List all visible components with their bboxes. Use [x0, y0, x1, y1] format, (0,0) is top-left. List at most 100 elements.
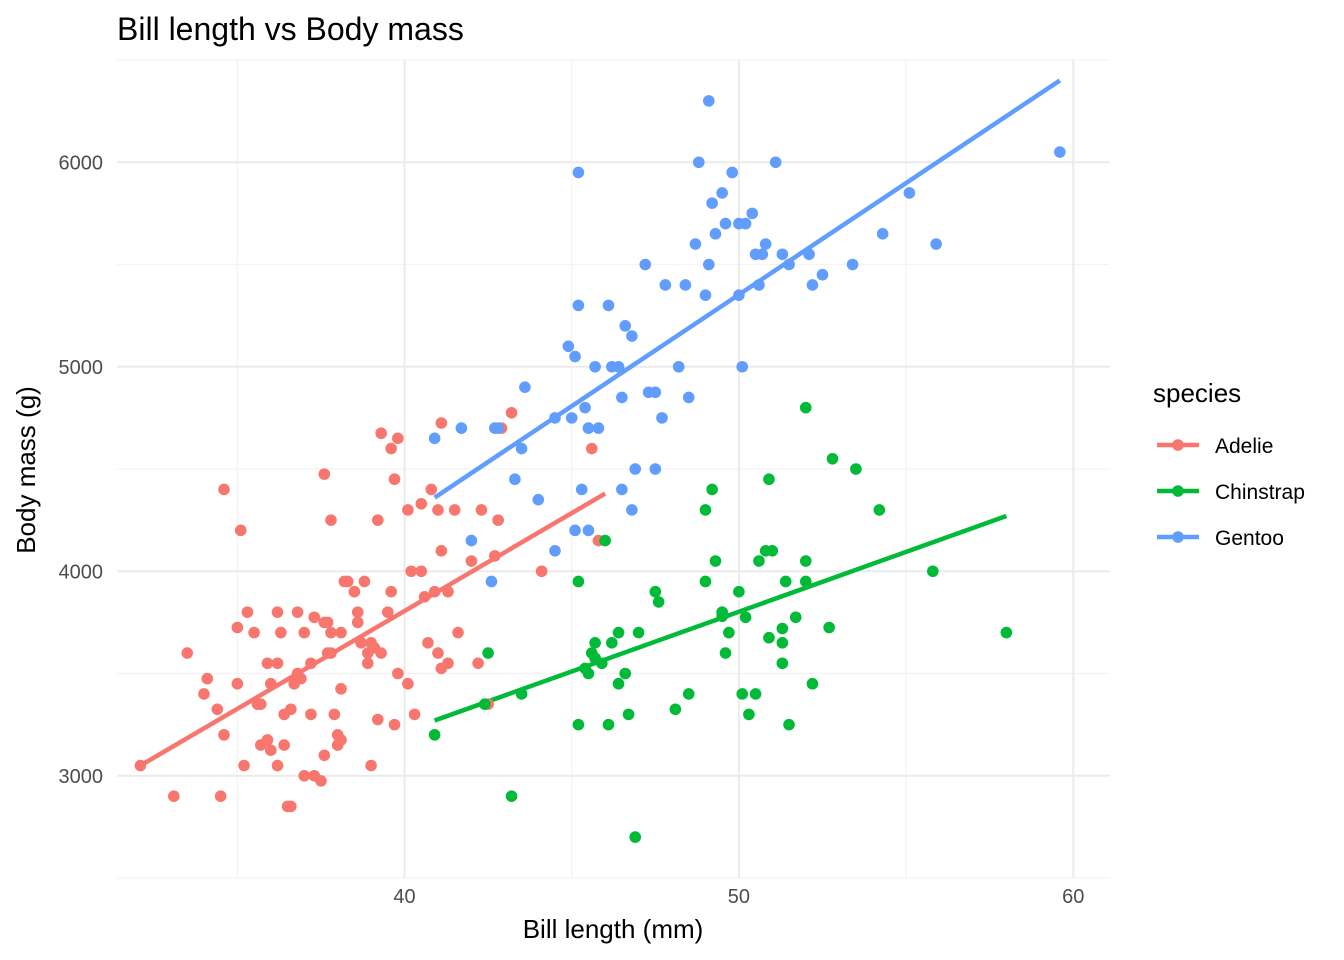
data-point-gentoo [904, 187, 916, 199]
data-point-chinstrap [800, 555, 812, 567]
data-point-gentoo [589, 361, 601, 373]
data-point-adelie [466, 555, 478, 567]
legend-point-adelie [1172, 439, 1184, 451]
chart-title: Bill length vs Body mass [117, 11, 464, 47]
data-point-chinstrap [479, 698, 491, 710]
data-point-gentoo [930, 238, 942, 250]
data-point-adelie [452, 627, 464, 639]
data-point-gentoo [760, 238, 772, 250]
data-point-adelie [436, 417, 448, 429]
data-point-adelie [212, 703, 224, 715]
data-point-chinstrap [629, 831, 641, 843]
data-point-gentoo [726, 167, 738, 179]
data-point-adelie [402, 678, 414, 690]
data-point-chinstrap [583, 668, 595, 680]
data-point-gentoo [486, 576, 498, 588]
data-point-adelie [265, 678, 277, 690]
data-point-adelie [232, 622, 244, 634]
data-point-adelie [492, 514, 504, 526]
data-point-adelie [325, 514, 337, 526]
data-point-gentoo [756, 248, 768, 260]
data-point-gentoo [877, 228, 889, 240]
data-point-gentoo [683, 392, 695, 404]
data-point-gentoo [803, 248, 815, 260]
data-point-gentoo [519, 381, 531, 393]
data-point-adelie [262, 657, 274, 669]
data-point-adelie [278, 739, 290, 751]
data-point-gentoo [710, 228, 722, 240]
data-point-adelie [419, 591, 431, 603]
x-tick-label: 50 [728, 886, 750, 908]
data-point-adelie [255, 698, 267, 710]
data-point-gentoo [569, 525, 581, 537]
data-point-adelie [365, 760, 377, 772]
data-point-chinstrap [850, 463, 862, 475]
data-point-gentoo [629, 463, 641, 475]
data-point-adelie [218, 729, 230, 741]
data-point-chinstrap [623, 709, 635, 721]
data-point-adelie [238, 760, 250, 772]
data-point-gentoo [817, 269, 829, 281]
data-point-gentoo [783, 259, 795, 271]
data-point-chinstrap [619, 668, 631, 680]
data-point-gentoo [516, 443, 528, 455]
data-point-adelie [476, 504, 488, 516]
data-point-gentoo [532, 494, 544, 506]
data-point-adelie [322, 617, 334, 629]
data-point-adelie [272, 760, 284, 772]
data-point-adelie [385, 586, 397, 598]
data-point-gentoo [569, 351, 581, 363]
data-point-adelie [372, 714, 384, 726]
data-point-adelie [372, 514, 384, 526]
data-point-adelie [449, 504, 461, 516]
x-axis-ticks: 40 50 60 [393, 886, 1084, 908]
data-point-gentoo [660, 279, 672, 291]
data-point-gentoo [703, 95, 715, 107]
data-point-gentoo [736, 361, 748, 373]
y-tick-label: 5000 [59, 357, 104, 379]
data-point-gentoo [733, 289, 745, 301]
data-point-adelie [135, 760, 147, 772]
data-point-chinstrap [777, 637, 789, 649]
data-point-adelie [335, 627, 347, 639]
data-point-adelie [315, 775, 327, 787]
data-point-gentoo [649, 463, 661, 475]
data-point-adelie [382, 606, 394, 618]
data-point-chinstrap [710, 555, 722, 567]
data-point-chinstrap [807, 678, 819, 690]
data-point-gentoo [639, 259, 651, 271]
data-point-chinstrap [800, 576, 812, 588]
data-point-adelie [285, 703, 297, 715]
data-point-adelie [352, 617, 364, 629]
data-point-gentoo [616, 484, 628, 496]
data-point-chinstrap [783, 719, 795, 731]
data-point-chinstrap [874, 504, 886, 516]
legend-point-chinstrap [1172, 485, 1184, 497]
data-point-chinstrap [506, 790, 518, 802]
data-point-adelie [442, 586, 454, 598]
data-point-adelie [201, 673, 213, 685]
data-point-gentoo [613, 361, 625, 373]
data-point-adelie [389, 473, 401, 485]
data-point-adelie [235, 525, 247, 537]
legend-label-adelie: Adelie [1215, 435, 1273, 458]
legend-point-gentoo [1172, 531, 1184, 543]
data-point-adelie [318, 468, 330, 480]
data-point-adelie [415, 498, 427, 510]
data-point-adelie [325, 627, 337, 639]
data-point-adelie [432, 647, 444, 659]
data-point-gentoo [626, 330, 638, 342]
data-point-adelie [285, 801, 297, 813]
data-point-adelie [305, 709, 317, 721]
data-point-chinstrap [716, 610, 728, 622]
data-point-adelie [392, 433, 404, 445]
data-point-adelie [472, 657, 484, 669]
data-point-gentoo [693, 156, 705, 168]
data-point-chinstrap [736, 688, 748, 700]
data-point-adelie [385, 443, 397, 455]
data-point-chinstrap [780, 576, 792, 588]
data-point-adelie [262, 734, 274, 746]
data-point-gentoo [777, 248, 789, 260]
data-point-adelie [436, 545, 448, 557]
